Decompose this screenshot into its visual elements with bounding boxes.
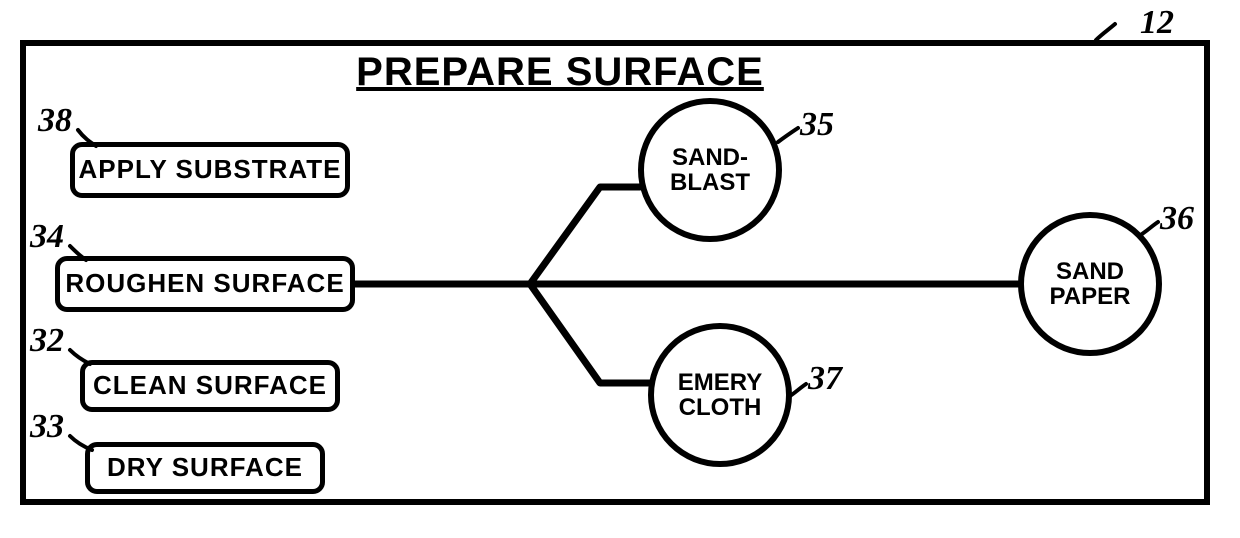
ref-12: 12 xyxy=(1140,4,1174,42)
ref-38: 38 xyxy=(38,102,72,140)
node-roughen-surface: ROUGHEN SURFACE xyxy=(55,256,355,312)
diagram-title: PREPARE SURFACE xyxy=(300,50,820,95)
ref-32: 32 xyxy=(30,322,64,360)
diagram-canvas: PREPARE SURFACE APPLY SUBSTRATE ROUGHEN … xyxy=(0,0,1240,538)
ref-34: 34 xyxy=(30,218,64,256)
node-apply-substrate: APPLY SUBSTRATE xyxy=(70,142,350,198)
node-clean-surface: CLEAN SURFACE xyxy=(80,360,340,412)
ref-35: 35 xyxy=(800,106,834,144)
node-sand-paper: SAND PAPER xyxy=(1018,212,1162,356)
ref-33: 33 xyxy=(30,408,64,446)
node-dry-surface: DRY SURFACE xyxy=(85,442,325,494)
node-emery-cloth: EMERY CLOTH xyxy=(648,323,792,467)
node-sand-blast: SAND- BLAST xyxy=(638,98,782,242)
ref-37: 37 xyxy=(808,360,842,398)
ref-36: 36 xyxy=(1160,200,1194,238)
